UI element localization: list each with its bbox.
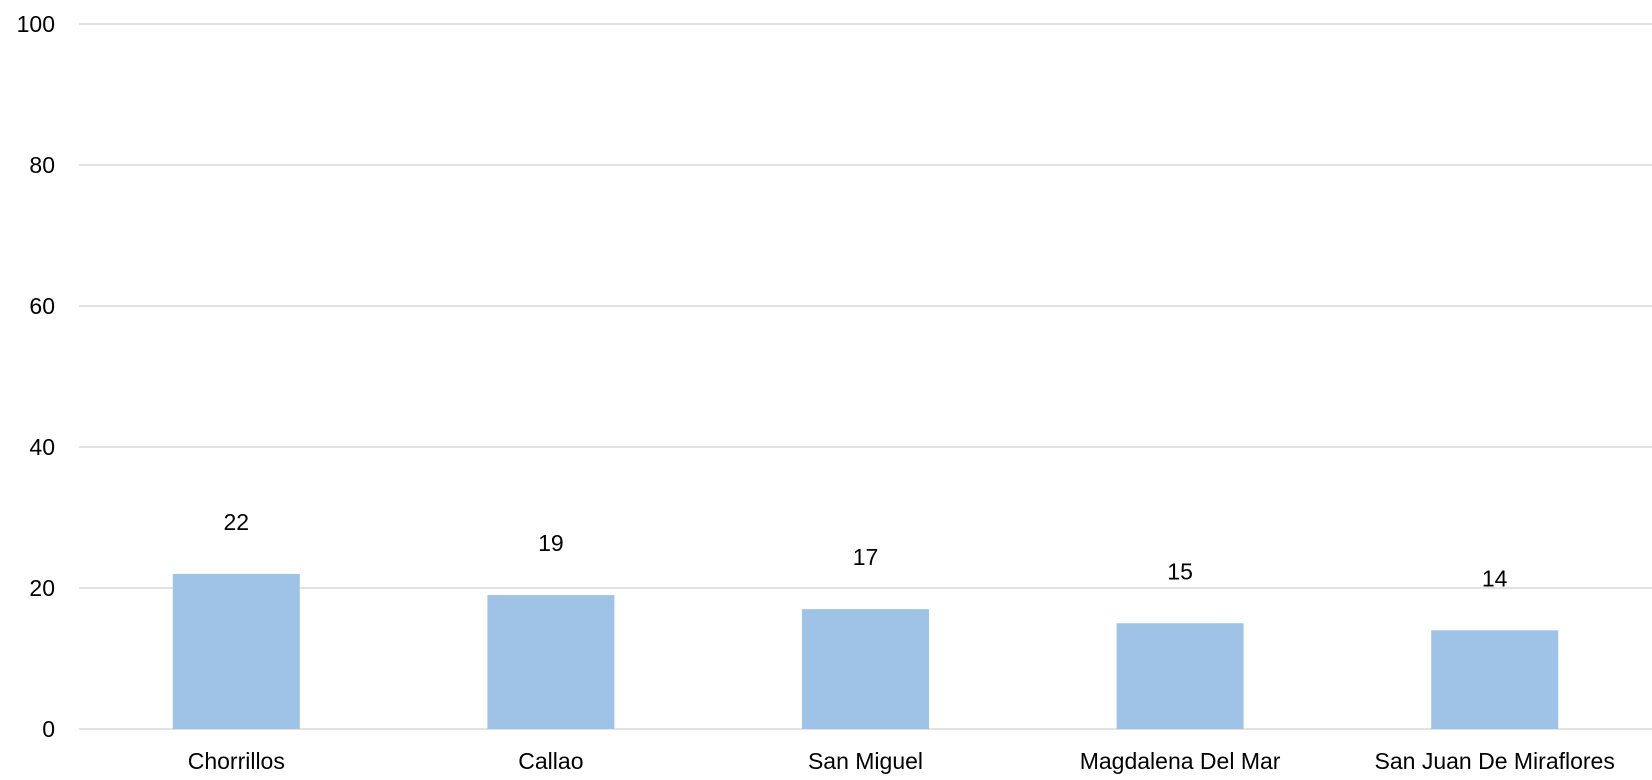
- data-label: 19: [538, 530, 564, 556]
- data-label: 17: [853, 544, 879, 570]
- data-label: 14: [1482, 565, 1508, 591]
- bar-0: [172, 573, 300, 729]
- gridlines: [79, 23, 1652, 730]
- x-tick-label: Chorrillos: [188, 748, 285, 774]
- y-tick-label: 100: [17, 11, 55, 37]
- y-tick-label: 20: [29, 575, 55, 601]
- data-label: 22: [224, 509, 250, 535]
- x-tick-label: Callao: [518, 748, 583, 774]
- data-label: 15: [1167, 558, 1193, 584]
- x-axis-ticks: Chorrillos Callao San Miguel Magdalena Del …: [188, 748, 1615, 774]
- y-tick-label: 80: [29, 152, 55, 178]
- x-tick-label: San Juan De Miraflores: [1375, 748, 1615, 774]
- y-tick-label: 0: [42, 716, 55, 742]
- bar-4: [1431, 630, 1559, 729]
- x-tick-label: San Miguel: [808, 748, 923, 774]
- y-tick-label: 40: [29, 434, 55, 460]
- y-axis-ticks: 0 20 40 60 80 100: [17, 11, 55, 742]
- y-tick-label: 60: [29, 293, 55, 319]
- data-labels: 22 19 17 15 14: [224, 509, 1508, 591]
- x-tick-label: Magdalena Del Mar: [1080, 748, 1281, 774]
- bar-2: [802, 609, 929, 729]
- bar-1: [487, 595, 615, 729]
- bars: [172, 573, 1559, 729]
- bar-3: [1116, 623, 1244, 729]
